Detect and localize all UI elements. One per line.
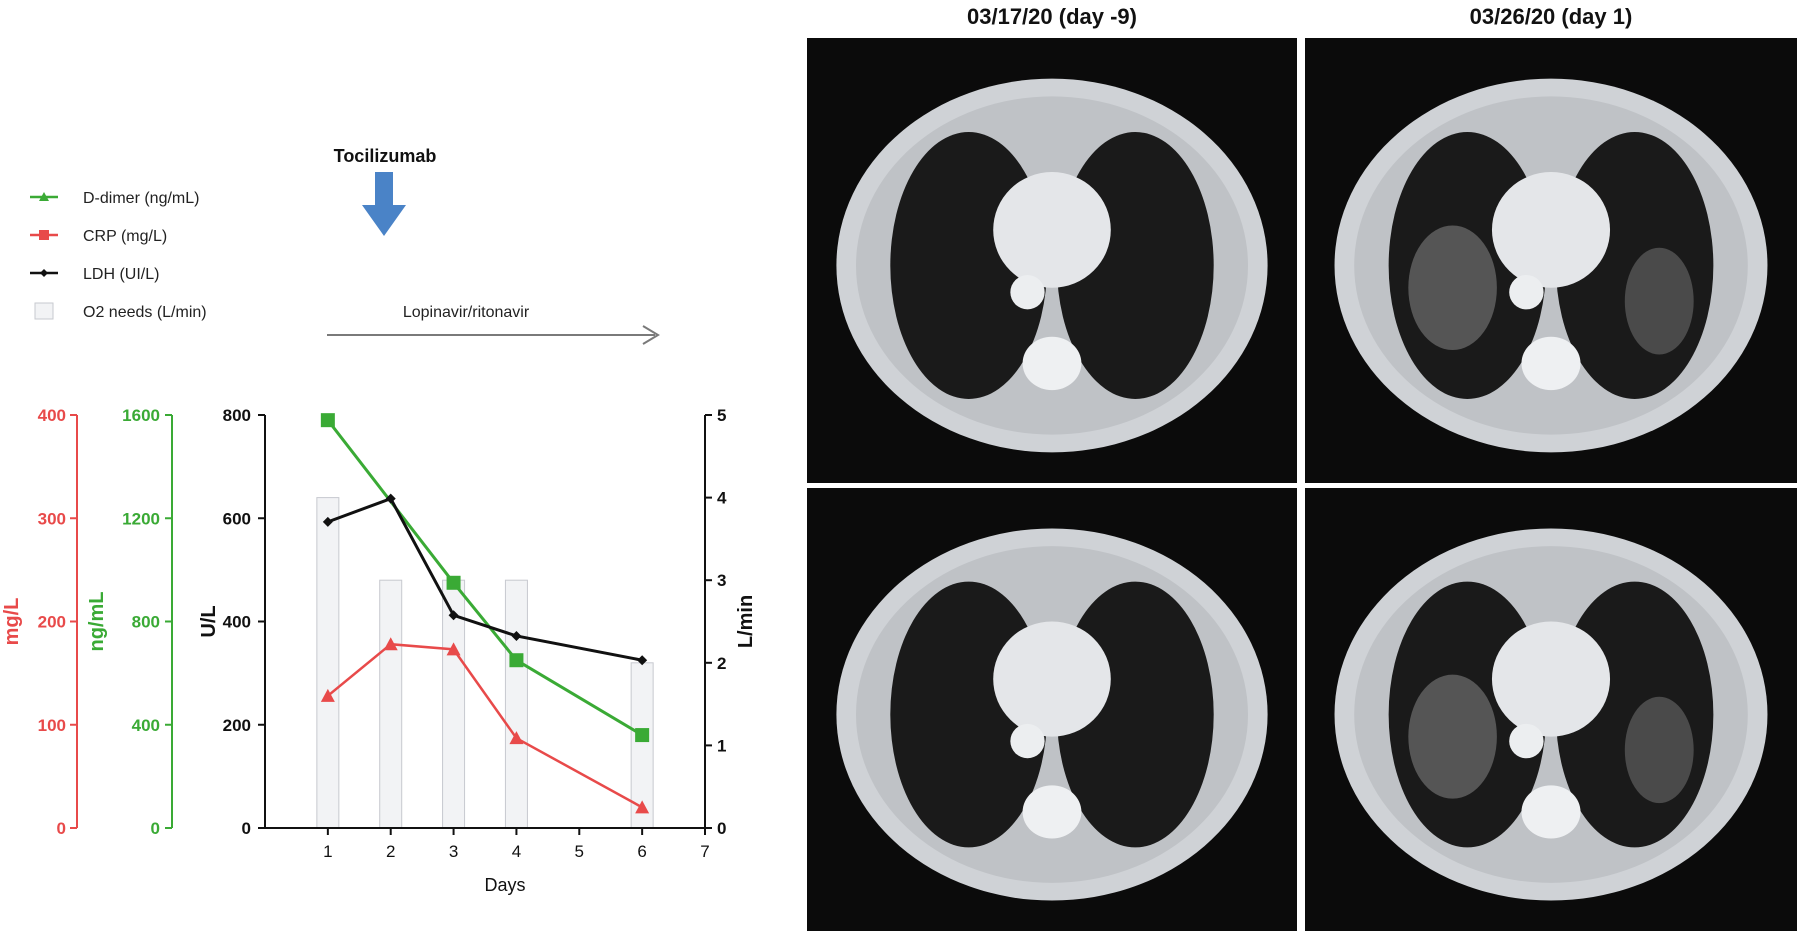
ct-scan-drawing: [1334, 528, 1768, 901]
ct-heart: [993, 621, 1111, 737]
x-tick-label: 7: [700, 842, 709, 861]
ct-spine: [1022, 785, 1082, 839]
x-tick-label: 2: [386, 842, 395, 861]
ct-scan-day-minus9-upper: [807, 38, 1297, 483]
l-min-tick-label: 3: [717, 571, 726, 590]
ct-scan-drawing: [1334, 78, 1768, 453]
ct-heart: [993, 172, 1111, 288]
ct-aorta: [1010, 275, 1045, 310]
u-l-tick-label: 800: [223, 406, 251, 425]
series-line-crp: [327, 642, 643, 809]
ng-ml-tick-label: 0: [151, 819, 160, 838]
ct-spine: [1521, 336, 1581, 391]
data-point: [511, 630, 522, 641]
data-point-crp: [383, 637, 398, 651]
lopinavir-arrow-head: [642, 325, 660, 345]
data-point-d-dimer: [320, 413, 335, 428]
ct-scan-day1-upper: [1305, 38, 1797, 483]
mg-l-tick-label: 400: [38, 406, 66, 425]
x-tick-label: 5: [575, 842, 584, 861]
x-tick-label: 3: [449, 842, 458, 861]
u-l-tick-label: 400: [223, 613, 251, 632]
legend-label: LDH (UI/L): [83, 266, 159, 283]
series-line-d-dimer: [326, 419, 643, 737]
l-min-tick-label: 4: [717, 489, 727, 508]
data-point: [448, 610, 459, 621]
l-min-axis-title: L/min: [735, 595, 757, 648]
data-point: [322, 516, 333, 527]
ct-opacity: [1408, 225, 1497, 351]
ct-scan-day1-lower: [1305, 488, 1797, 931]
data-point: [40, 269, 48, 277]
ng-ml-tick-label: 800: [132, 613, 160, 632]
data-point-crp: [509, 731, 524, 745]
legend-label: O2 needs (L/min): [83, 304, 207, 321]
u-l-tick-label: 600: [223, 509, 251, 528]
ct-scan-day-minus9-lower: [807, 488, 1297, 931]
ct-opacity: [1624, 247, 1694, 355]
x-axis-title: Days: [484, 875, 525, 895]
u-l-tick-label: 200: [223, 716, 251, 735]
u-l-tick-label: 0: [242, 819, 251, 838]
data-point-d-dimer: [446, 575, 461, 590]
data-point: [39, 230, 49, 240]
ct-title-left: 03/17/20 (day -9): [967, 4, 1137, 29]
ct-aorta: [1509, 723, 1544, 759]
lopinavir-label: Lopinavir/ritonavir: [403, 304, 530, 321]
tocilizumab-label: Tocilizumab: [334, 146, 437, 166]
tocilizumab-arrow: [362, 172, 406, 236]
ct-aorta: [1010, 723, 1045, 759]
ng-ml-tick-label: 1200: [122, 509, 160, 528]
l-min-tick-label: 1: [717, 736, 726, 755]
o2-bar: [316, 497, 340, 829]
o2-bar: [504, 579, 528, 829]
mg-l-axis-title: mg/L: [1, 598, 23, 646]
data-point: [637, 655, 648, 666]
data-point-crp: [635, 800, 650, 814]
x-tick-label: 4: [512, 842, 521, 861]
ct-scan-drawing: [836, 528, 1268, 901]
o2-bar: [379, 579, 403, 829]
l-min-tick-label: 2: [717, 654, 726, 673]
legend-swatch-o2: [34, 302, 54, 320]
mg-l-tick-label: 0: [57, 819, 66, 838]
ct-aorta: [1509, 274, 1544, 310]
legend-label: CRP (mg/L): [83, 228, 167, 245]
ct-title-right: 03/26/20 (day 1): [1469, 4, 1633, 29]
ct-opacity: [1624, 696, 1694, 804]
ct-opacity: [1408, 674, 1497, 799]
ct-spine: [1022, 336, 1082, 391]
data-point: [385, 493, 396, 504]
data-point: [39, 192, 49, 201]
ct-heart: [1491, 172, 1611, 288]
u-l-axis-title: U/L: [198, 605, 220, 637]
series-line-ldh: [327, 496, 643, 662]
mg-l-tick-label: 200: [38, 613, 66, 632]
mg-l-tick-label: 100: [38, 716, 66, 735]
legend-label: D-dimer (ng/mL): [83, 190, 199, 207]
mg-l-tick-label: 300: [38, 509, 66, 528]
data-point-crp: [446, 642, 461, 656]
ct-heart: [1491, 621, 1611, 737]
ct-scan-drawing: [836, 78, 1268, 453]
l-min-tick-label: 0: [717, 819, 726, 838]
data-point-d-dimer: [635, 728, 650, 743]
ng-ml-tick-label: 1600: [122, 406, 160, 425]
l-min-tick-label: 5: [717, 406, 726, 425]
ct-spine: [1521, 785, 1581, 839]
x-tick-label: 6: [637, 842, 646, 861]
data-point-d-dimer: [509, 653, 524, 668]
data-point-crp: [320, 688, 335, 702]
ng-ml-tick-label: 400: [132, 716, 160, 735]
x-tick-label: 1: [323, 842, 332, 861]
ng-ml-axis-title: ng/mL: [86, 592, 108, 652]
